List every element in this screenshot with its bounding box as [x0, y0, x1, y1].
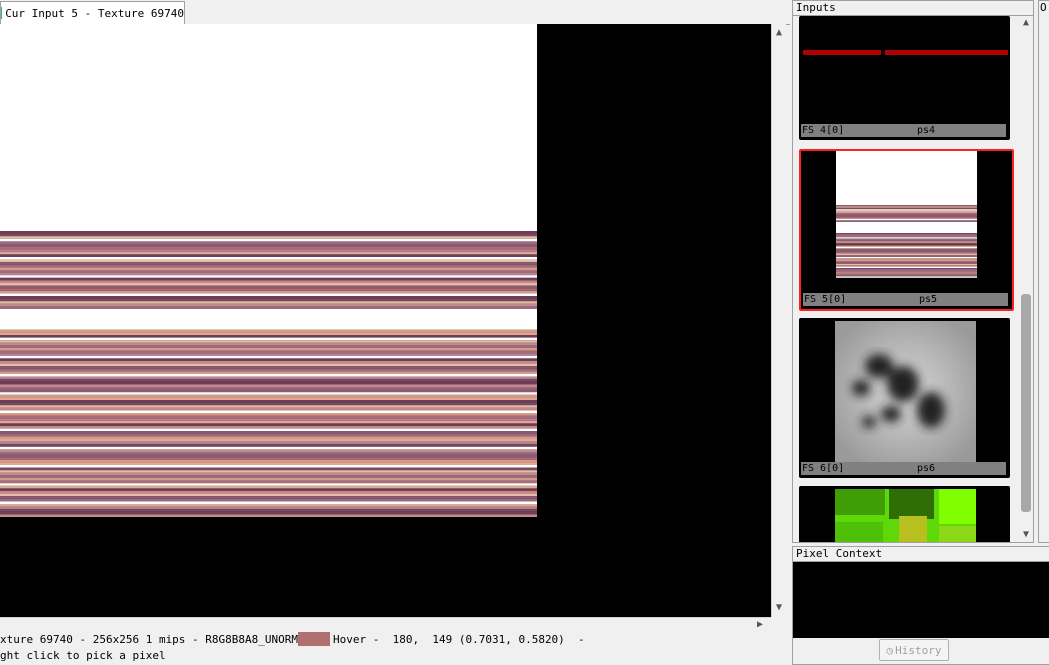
tab-bar: Cur Input 5 - Texture 69740: [0, 0, 790, 25]
viewer-vertical-scrollbar[interactable]: ▲ ▼: [771, 24, 786, 617]
texture-info: xture 69740 - 256x256 1 mips - R8G8B8A8_…: [0, 632, 299, 646]
inputs-panel: Inputs FS 4[0] ps4 FS 5[0] ps5: [792, 0, 1034, 543]
side-panel: O: [1038, 0, 1049, 543]
tab-cur-input[interactable]: Cur Input 5 - Texture 69740: [0, 1, 185, 24]
thumbnail-slot: FS 4[0]: [802, 125, 845, 136]
thumbnail-fs7[interactable]: [799, 486, 1010, 542]
thumbnail-name: ps6: [917, 463, 936, 474]
thumbnail-fs6[interactable]: FS 6[0] ps6: [799, 318, 1010, 478]
status-hint: ght click to pick a pixel: [0, 647, 790, 663]
thumbnail-label: FS 4[0] ps4: [801, 124, 1006, 137]
scroll-down-icon[interactable]: ▼: [1022, 529, 1030, 540]
thumbnail-label: FS 5[0] ps5: [803, 293, 1008, 306]
scroll-right-icon[interactable]: ▶: [756, 619, 764, 630]
thumbnail-fs4[interactable]: FS 4[0] ps4: [799, 16, 1010, 140]
thumbnail-fs4-image: [803, 50, 1008, 55]
right-pane: Inputs FS 4[0] ps4 FS 5[0] ps5: [790, 0, 1049, 665]
thumbnail-slot: FS 6[0]: [802, 463, 845, 474]
texture-image[interactable]: [0, 24, 537, 574]
tab-label: Cur Input 5 - Texture 69740: [5, 6, 184, 20]
inputs-panel-title: Inputs: [793, 1, 1033, 16]
side-panel-title: O: [1040, 1, 1047, 14]
viewer-horizontal-scrollbar[interactable]: ▶: [0, 617, 771, 632]
history-button[interactable]: ◷ History: [879, 639, 949, 661]
status-bar: xture 69740 - 256x256 1 mips - R8G8B8A8_…: [0, 631, 790, 647]
history-icon: ◷: [886, 643, 894, 657]
pixel-context-title: Pixel Context: [793, 547, 1049, 562]
thumbnail-slot: FS 5[0]: [804, 294, 847, 305]
hover-color-swatch: [298, 632, 331, 646]
texture-icon: [1, 7, 3, 19]
thumbnail-fs6-image: [835, 321, 976, 462]
hover-label: Hover -: [333, 632, 380, 646]
status-hint-text: ght click to pick a pixel: [0, 648, 166, 662]
thumbnail-fs5-image: [836, 151, 977, 278]
pixel-context-view: [793, 562, 1049, 638]
thumbnail-name: ps4: [917, 125, 936, 136]
texture-viewer[interactable]: [0, 24, 771, 617]
inputs-scrollbar-thumb[interactable]: [1021, 294, 1031, 512]
history-label: History: [895, 643, 942, 657]
thumbnail-list: FS 4[0] ps4 FS 5[0] ps5: [793, 16, 1018, 542]
thumbnail-fs7-image: [835, 489, 976, 542]
pixel-context-panel: Pixel Context ◷ History: [792, 546, 1049, 665]
scroll-down-icon[interactable]: ▼: [775, 602, 783, 613]
thumbnail-name: ps5: [919, 294, 938, 305]
hover-values: 180, 149 (0.7031, 0.5820) -: [379, 632, 585, 646]
scroll-up-icon[interactable]: ▲: [1022, 17, 1030, 28]
inputs-scrollbar[interactable]: ▲ ▼: [1019, 16, 1033, 542]
thumbnail-fs5[interactable]: FS 5[0] ps5: [799, 149, 1014, 311]
thumbnail-label: FS 6[0] ps6: [801, 462, 1006, 475]
scroll-up-icon[interactable]: ▲: [775, 27, 783, 38]
